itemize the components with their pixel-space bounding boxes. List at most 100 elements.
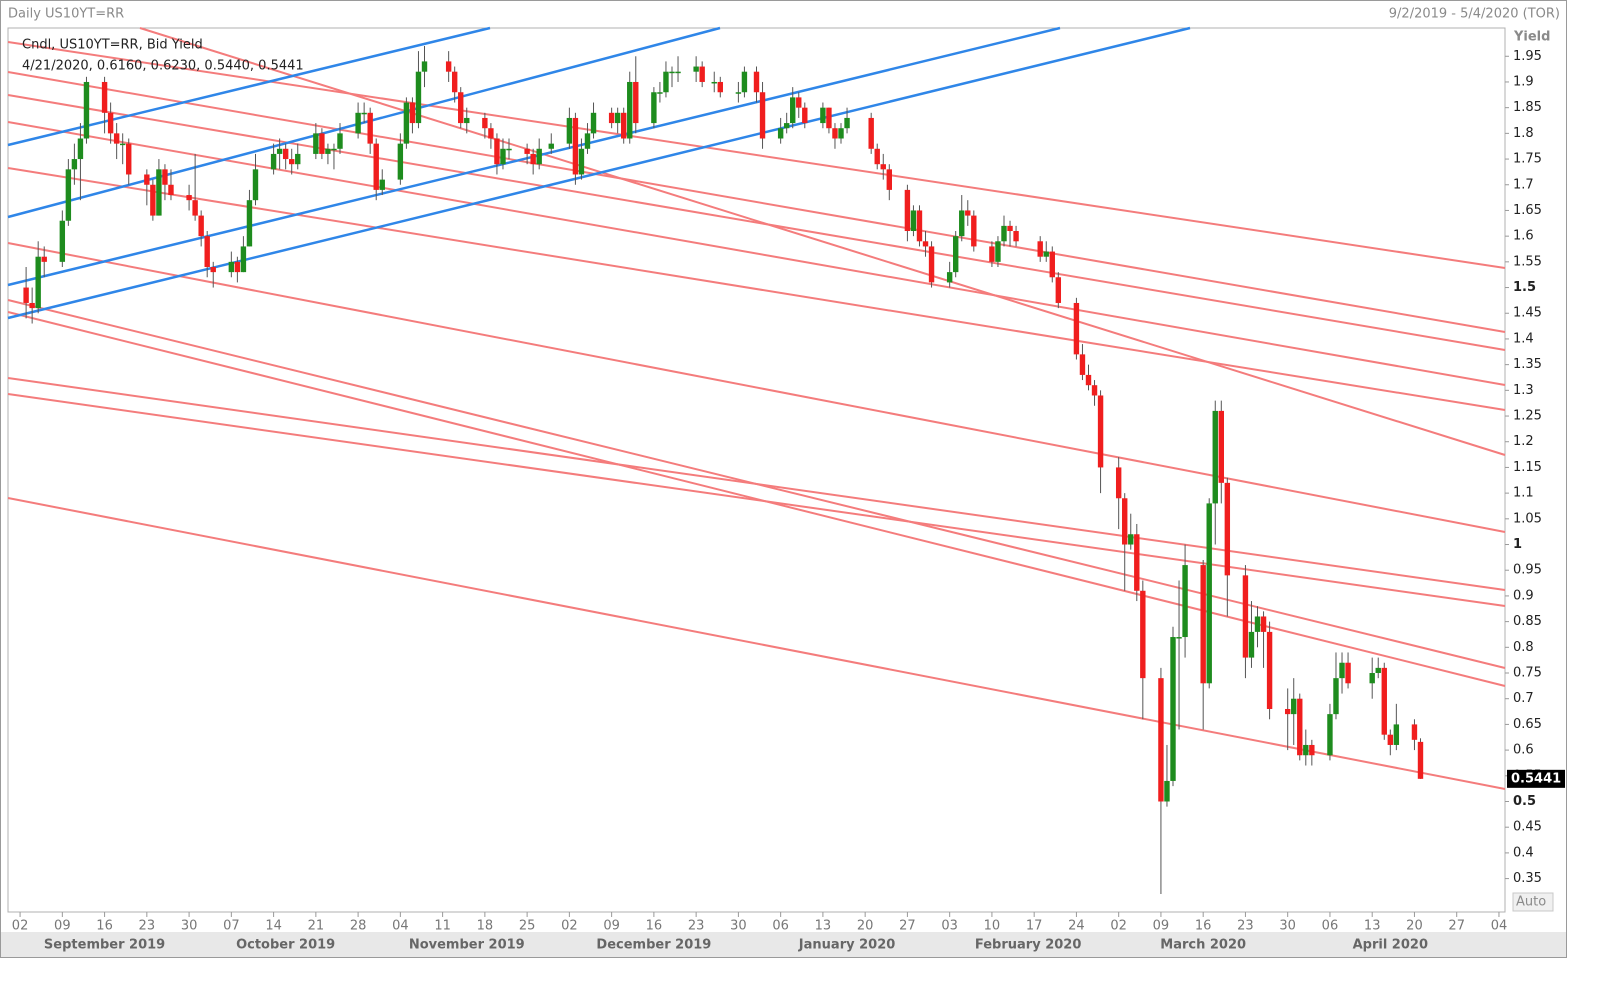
trend-line — [7, 393, 1506, 607]
candle-body — [1381, 667, 1387, 735]
candle-body — [946, 272, 953, 283]
y-tick-label: 1.3 — [1513, 383, 1534, 398]
candle-body — [578, 148, 585, 175]
candle-body — [144, 174, 150, 185]
y-tick-label: 1.4 — [1513, 331, 1534, 346]
y-tick-label: 1.45 — [1513, 306, 1542, 321]
candle-body — [584, 133, 591, 149]
x-tick-label: 13 — [815, 919, 832, 934]
candle-body — [669, 71, 675, 74]
scale-label[interactable]: Auto — [1516, 895, 1546, 910]
candle-body — [1309, 744, 1315, 756]
trend-line — [7, 377, 1506, 591]
month-label: September 2019 — [44, 938, 165, 953]
candle-body — [1140, 590, 1146, 679]
candle-body — [119, 143, 126, 146]
candle-body — [693, 66, 699, 72]
trend-line — [7, 167, 1506, 411]
y-tick-label: 1.6 — [1513, 229, 1534, 244]
candle-body — [1164, 780, 1170, 802]
y-tick-label: 0.4 — [1513, 845, 1534, 860]
x-tick-label: 30 — [1279, 919, 1296, 934]
candle-body — [325, 148, 331, 154]
candle-body — [1091, 385, 1098, 396]
candle-body — [379, 179, 385, 190]
last-value-tag — [1507, 769, 1565, 788]
candle-body — [204, 236, 210, 267]
candle-body — [373, 143, 379, 190]
auto-button[interactable] — [1512, 892, 1554, 912]
candle-body — [23, 287, 29, 303]
y-tick-label: 0.95 — [1513, 563, 1542, 578]
candle-body — [361, 112, 367, 115]
x-tick-label: 10 — [984, 919, 1001, 934]
x-tick-label: 04 — [392, 919, 409, 934]
candle-body — [1182, 565, 1188, 638]
candle-body — [844, 117, 850, 129]
candle-body — [1345, 662, 1351, 684]
y-tick-label: 0.8 — [1513, 640, 1534, 655]
y-tick-label: 0.65 — [1513, 717, 1542, 732]
y-tick-label: 1.95 — [1513, 49, 1542, 64]
last-quote: 4/21/2020, 0.6160, 0.6230, 0.5440, 0.544… — [22, 59, 304, 74]
x-tick-label: 02 — [12, 919, 29, 934]
y-tick-label: 1.35 — [1513, 357, 1542, 372]
candle-body — [838, 128, 844, 139]
candle-body — [494, 138, 500, 165]
candle-body — [331, 148, 337, 151]
x-tick-label: 17 — [1026, 919, 1043, 934]
candle-body — [777, 128, 784, 139]
candle-body — [1007, 225, 1013, 232]
x-tick-label: 16 — [646, 919, 663, 934]
candle-body — [415, 71, 422, 124]
candle-body — [107, 112, 114, 134]
candle-body — [741, 71, 748, 93]
candle-body — [295, 153, 301, 165]
candle-body — [488, 128, 494, 139]
candle-body — [1206, 503, 1212, 684]
x-tick-label: 07 — [223, 919, 240, 934]
candle-body — [1333, 678, 1339, 715]
candle-body — [1303, 744, 1309, 756]
candle-body — [759, 92, 766, 139]
month-label: December 2019 — [596, 938, 711, 953]
candle-body — [1158, 678, 1164, 802]
candle-body — [711, 81, 717, 84]
y-tick-label: 0.7 — [1513, 691, 1534, 706]
chart-title: Daily US10YT=RR — [8, 7, 124, 22]
candle-body — [1122, 498, 1128, 545]
candle-body — [1218, 410, 1224, 483]
trend-line — [139, 27, 1506, 456]
trend-line — [7, 41, 1506, 269]
trend-lines — [7, 26, 1506, 790]
candle-body — [1260, 616, 1267, 632]
candle-body — [952, 236, 959, 273]
x-tick-label: 13 — [1364, 919, 1381, 934]
candle-body — [832, 128, 838, 139]
y-tick-label: 1.55 — [1513, 254, 1542, 269]
x-tick-label: 20 — [1406, 919, 1423, 934]
trend-line — [7, 94, 1506, 351]
candle-body — [1417, 741, 1424, 779]
candle-body — [240, 246, 247, 273]
trend-line — [7, 242, 1506, 533]
candle-body — [1284, 708, 1291, 715]
y-tick-label: 0.5 — [1513, 794, 1536, 809]
candle-body — [922, 241, 929, 247]
y-tick-label: 0.45 — [1513, 820, 1542, 835]
candle-body — [566, 117, 573, 144]
trend-line — [7, 26, 1191, 320]
candle-body — [1128, 534, 1134, 545]
candle-body — [572, 117, 579, 175]
x-tick-label: 30 — [181, 919, 198, 934]
candle-body — [168, 184, 174, 196]
y-tick-label: 1.2 — [1513, 434, 1534, 449]
x-tick-label: 04 — [1491, 919, 1508, 934]
candle-body — [464, 117, 470, 124]
candle-body — [1176, 637, 1182, 639]
candle-body — [1079, 354, 1086, 375]
candle-body — [1170, 637, 1176, 781]
x-tick-label: 30 — [730, 919, 747, 934]
candle-body — [820, 107, 826, 124]
